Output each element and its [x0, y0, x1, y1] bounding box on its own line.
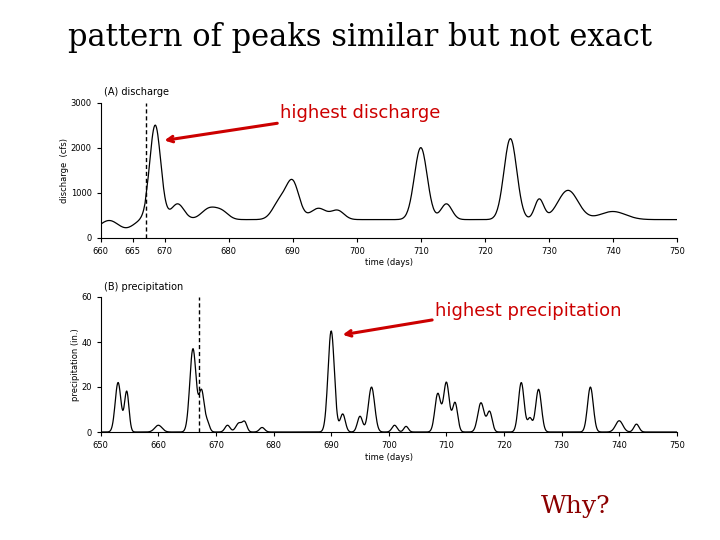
Y-axis label: precipitation (in.): precipitation (in.) — [71, 328, 80, 401]
Text: pattern of peaks similar but not exact: pattern of peaks similar but not exact — [68, 22, 652, 52]
Text: (B) precipitation: (B) precipitation — [104, 281, 183, 292]
Text: highest discharge: highest discharge — [280, 104, 441, 122]
X-axis label: time (days): time (days) — [365, 259, 413, 267]
Text: (A) discharge: (A) discharge — [104, 87, 168, 97]
Y-axis label: discharge  (cfs): discharge (cfs) — [60, 138, 69, 202]
Text: Why?: Why? — [541, 495, 611, 518]
Text: highest precipitation: highest precipitation — [435, 301, 621, 320]
X-axis label: time (days): time (days) — [365, 453, 413, 462]
